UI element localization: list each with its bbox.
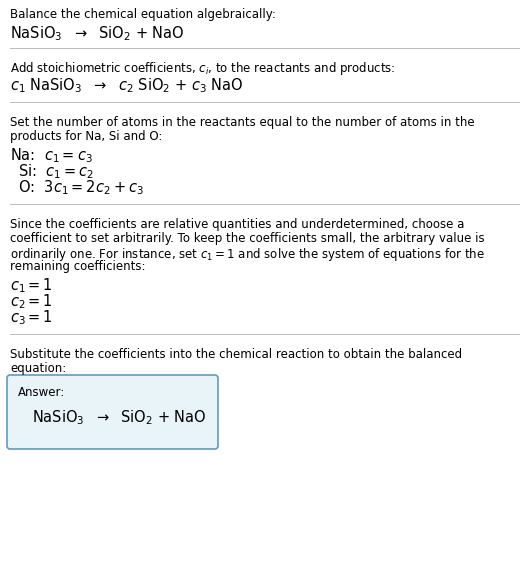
Text: coefficient to set arbitrarily. To keep the coefficients small, the arbitrary va: coefficient to set arbitrarily. To keep … bbox=[10, 232, 485, 245]
Text: Substitute the coefficients into the chemical reaction to obtain the balanced: Substitute the coefficients into the che… bbox=[10, 348, 462, 361]
Text: NaSiO$_3$  $\rightarrow$  SiO$_2$ + NaO: NaSiO$_3$ $\rightarrow$ SiO$_2$ + NaO bbox=[10, 24, 185, 43]
Text: $c_3 = 1$: $c_3 = 1$ bbox=[10, 308, 53, 327]
Text: Since the coefficients are relative quantities and underdetermined, choose a: Since the coefficients are relative quan… bbox=[10, 218, 464, 231]
Text: Set the number of atoms in the reactants equal to the number of atoms in the: Set the number of atoms in the reactants… bbox=[10, 116, 475, 129]
Text: equation:: equation: bbox=[10, 362, 66, 375]
Text: NaSiO$_3$  $\rightarrow$  SiO$_2$ + NaO: NaSiO$_3$ $\rightarrow$ SiO$_2$ + NaO bbox=[32, 408, 207, 427]
Text: remaining coefficients:: remaining coefficients: bbox=[10, 260, 145, 273]
FancyBboxPatch shape bbox=[7, 375, 218, 449]
Text: $c_1$ NaSiO$_3$  $\rightarrow$  $c_2$ SiO$_2$ + $c_3$ NaO: $c_1$ NaSiO$_3$ $\rightarrow$ $c_2$ SiO$… bbox=[10, 76, 243, 95]
Text: $c_1 = 1$: $c_1 = 1$ bbox=[10, 276, 53, 295]
Text: $c_2 = 1$: $c_2 = 1$ bbox=[10, 292, 53, 311]
Text: Si:  $c_1 = c_2$: Si: $c_1 = c_2$ bbox=[18, 162, 94, 181]
Text: Na:  $c_1 = c_3$: Na: $c_1 = c_3$ bbox=[10, 146, 93, 165]
Text: Balance the chemical equation algebraically:: Balance the chemical equation algebraica… bbox=[10, 8, 276, 21]
Text: Add stoichiometric coefficients, $c_i$, to the reactants and products:: Add stoichiometric coefficients, $c_i$, … bbox=[10, 60, 395, 77]
Text: products for Na, Si and O:: products for Na, Si and O: bbox=[10, 130, 162, 143]
Text: ordinarily one. For instance, set $c_1 = 1$ and solve the system of equations fo: ordinarily one. For instance, set $c_1 =… bbox=[10, 246, 485, 263]
Text: O:  $3 c_1 = 2 c_2 + c_3$: O: $3 c_1 = 2 c_2 + c_3$ bbox=[18, 178, 144, 197]
Text: Answer:: Answer: bbox=[18, 386, 65, 399]
